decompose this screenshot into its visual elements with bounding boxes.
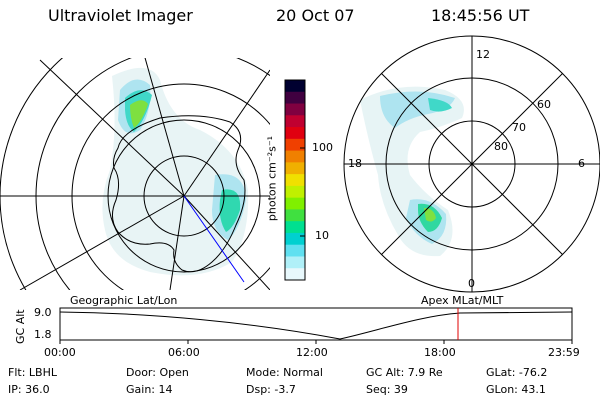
colorbar-band xyxy=(285,80,305,93)
colorbar-band xyxy=(285,197,305,210)
colorbar-band xyxy=(285,127,305,140)
colorbar-tick-10: 10 xyxy=(315,229,329,242)
mode-label: Mode: Normal xyxy=(246,366,323,379)
filter-label: Flt: LBHL xyxy=(8,366,57,379)
altitude-xtick-0: 00:00 xyxy=(44,346,76,359)
colorbar-band xyxy=(285,162,305,175)
mlat-label-70: 70 xyxy=(512,121,526,134)
colorbar-band xyxy=(285,115,305,128)
altitude-ytick-low: 1.8 xyxy=(34,328,52,341)
colorbar-band xyxy=(285,91,305,105)
altitude-xtick-2: 12:00 xyxy=(296,346,328,359)
mlt-label-12: 12 xyxy=(476,48,490,61)
colorbar-band xyxy=(285,209,305,222)
altitude-curve xyxy=(59,311,573,340)
altitude-xtick-4: 23:59 xyxy=(548,346,580,359)
mlt-label-18: 18 xyxy=(348,157,362,170)
colorbar-band xyxy=(285,244,305,257)
colorbar-band xyxy=(285,268,305,281)
door-label: Door: Open xyxy=(126,366,189,379)
time-label: 18:45:56 UT xyxy=(431,6,530,25)
glon-label: GLon: 43.1 xyxy=(486,383,546,396)
colorbar-band xyxy=(285,174,305,187)
colorbar-band xyxy=(285,185,305,199)
gain-label: Gain: 14 xyxy=(126,383,173,396)
altitude-ylabel: GC Alt xyxy=(14,309,27,344)
ip-label: IP: 36.0 xyxy=(8,383,50,396)
colorbar-tick-100: 100 xyxy=(312,141,333,154)
colorbar-band xyxy=(285,150,305,163)
altitude-xtick-3: 18:00 xyxy=(424,346,456,359)
mlt-label-6: 6 xyxy=(578,157,585,170)
colorbar-band xyxy=(285,221,305,234)
left-panel-label: Geographic Lat/Lon xyxy=(70,294,178,307)
mlt-label-0: 0 xyxy=(468,277,475,290)
seq-label: Seq: 39 xyxy=(366,383,408,396)
dsp-label: Dsp: -3.7 xyxy=(246,383,296,396)
glat-label: GLat: -76.2 xyxy=(486,366,548,379)
colorbar-band xyxy=(285,103,305,116)
gc-alt-label: GC Alt: 7.9 Re xyxy=(366,366,443,379)
instrument-title: Ultraviolet Imager xyxy=(48,6,193,25)
altitude-xtick-1: 06:00 xyxy=(168,346,200,359)
mlat-label-80: 80 xyxy=(494,140,508,153)
mlat-label-60: 60 xyxy=(537,98,551,111)
altitude-ytick-high: 9.0 xyxy=(34,306,52,319)
right-panel-label: Apex MLat/MLT xyxy=(421,294,504,307)
date-label: 20 Oct 07 xyxy=(276,6,355,25)
colorbar-band xyxy=(285,256,305,269)
